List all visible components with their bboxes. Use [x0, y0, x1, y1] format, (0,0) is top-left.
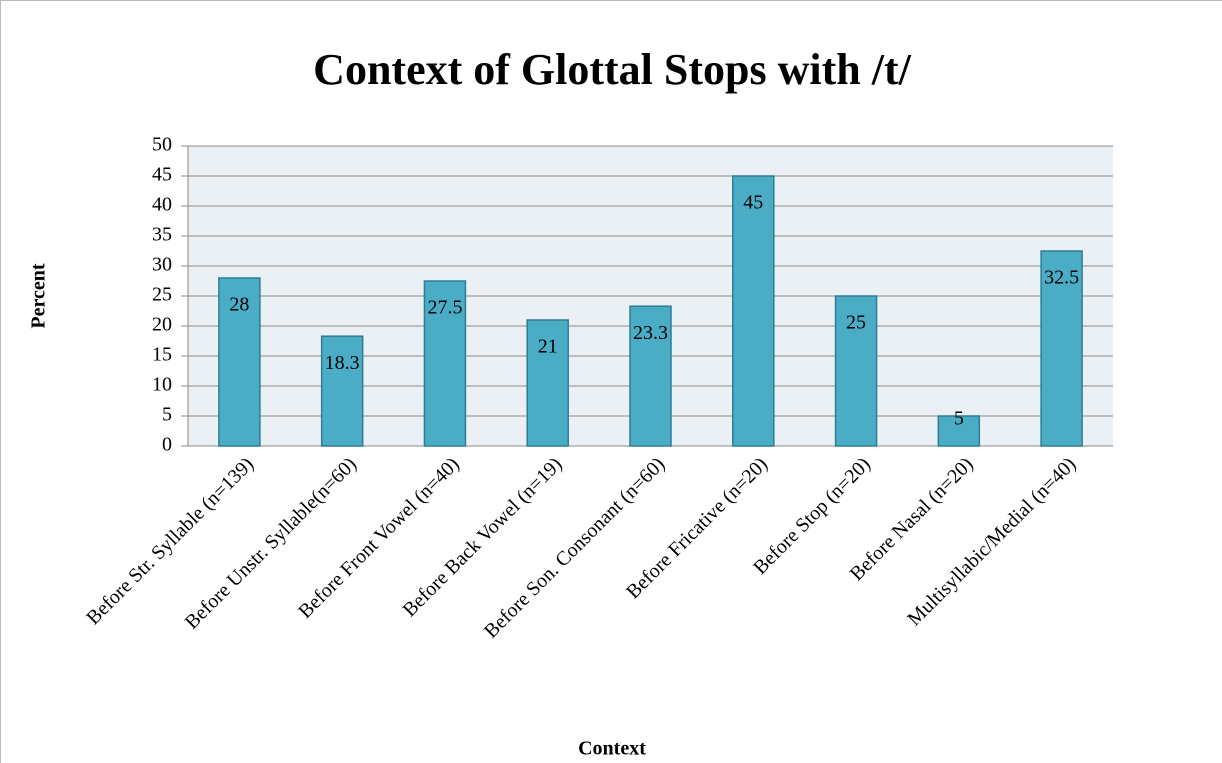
data-label: 45 — [743, 192, 763, 214]
data-label: 32.5 — [1044, 267, 1079, 289]
bar — [218, 277, 261, 447]
data-label: 18.3 — [325, 352, 360, 374]
bar — [526, 319, 569, 447]
y-tick-label: 10 — [152, 374, 172, 396]
bar — [320, 335, 364, 447]
y-tick-label: 0 — [162, 434, 172, 456]
chart-title: Context of Glottal Stops with /t/ — [313, 45, 911, 94]
bar — [629, 305, 672, 447]
y-tick-label: 20 — [152, 314, 172, 336]
data-label: 27.5 — [427, 297, 462, 319]
bar — [1040, 250, 1083, 447]
y-tick-label: 30 — [152, 254, 172, 276]
bar — [834, 295, 878, 447]
data-label: 23.3 — [633, 322, 668, 344]
y-tick-label: 50 — [152, 134, 172, 156]
data-label: 25 — [846, 312, 866, 334]
y-tick-label: 5 — [162, 404, 172, 426]
y-tick-label: 35 — [152, 224, 172, 246]
y-tick-label: 45 — [152, 164, 172, 186]
data-label: 5 — [954, 408, 964, 430]
bar — [937, 415, 981, 447]
y-tick-label: 15 — [152, 344, 172, 366]
y-tick-label: 40 — [152, 194, 172, 216]
y-tick-label: 25 — [152, 284, 172, 306]
data-label: 21 — [538, 336, 558, 358]
data-label: 28 — [229, 294, 249, 316]
x-axis-title: Context — [578, 738, 646, 760]
y-axis-title: Percent — [28, 263, 50, 328]
bar — [423, 280, 467, 447]
bar — [732, 175, 775, 447]
